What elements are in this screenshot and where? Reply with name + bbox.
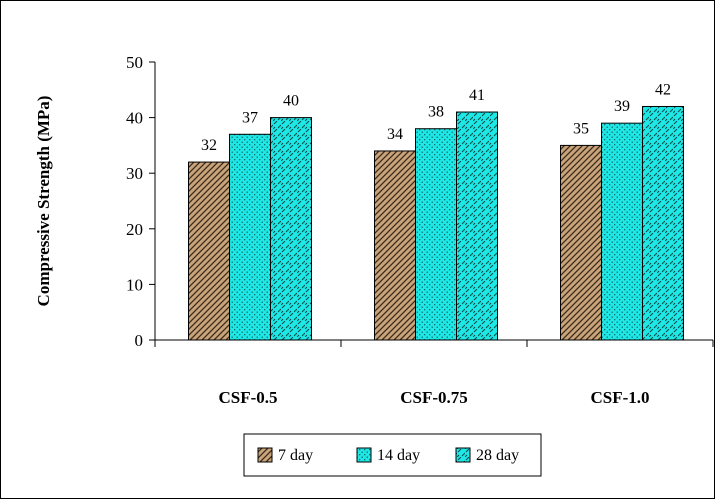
y-tick-label: 20 <box>126 220 143 239</box>
bar-7-day-csf-0-75 <box>374 150 416 341</box>
category-label: CSF-0.75 <box>400 388 468 407</box>
bar-28-day-csf-0-5 <box>270 117 312 341</box>
y-tick-label: 30 <box>126 164 143 183</box>
bar-14-day-csf-0-75 <box>415 128 457 341</box>
category-label: CSF-0.5 <box>218 388 277 407</box>
y-tick-label: 40 <box>126 109 143 128</box>
y-tick-label: 0 <box>135 331 144 350</box>
bar-28-day-csf-0-75 <box>456 111 498 341</box>
category-label: CSF-1.0 <box>590 388 649 407</box>
legend-swatch-14day <box>356 447 372 463</box>
legend-swatch-7day <box>257 447 273 463</box>
bar-28-day-csf-1-0 <box>642 105 684 341</box>
data-label: 40 <box>283 93 299 110</box>
y-tick-label: 50 <box>126 53 143 72</box>
data-label: 41 <box>469 87 485 104</box>
data-label: 34 <box>387 126 403 143</box>
bar-7-day-csf-0-5 <box>188 161 230 341</box>
data-label: 35 <box>573 120 589 137</box>
legend: 7 day 14 day 28 day <box>243 433 542 477</box>
data-label: 32 <box>201 137 217 154</box>
legend-label-7day: 7 day <box>278 447 313 464</box>
legend-swatch-28day <box>455 447 471 463</box>
bar-14-day-csf-1-0 <box>601 122 643 341</box>
legend-label-14day: 14 day <box>377 447 420 464</box>
legend-box <box>243 433 542 477</box>
y-tick-label: 10 <box>126 275 143 294</box>
data-label: 38 <box>428 104 444 121</box>
legend-label-28day: 28 day <box>476 447 519 464</box>
data-label: 42 <box>655 81 671 98</box>
data-label: 37 <box>242 109 258 126</box>
y-axis-label: Compressive Strength (MPa) <box>34 96 53 307</box>
bar-7-day-csf-1-0 <box>560 144 602 341</box>
plot-area: 0 10 20 30 40 50 32 37 40 CSF-0.5 34 38 41 CSF-0.75 35… <box>126 53 714 407</box>
bar-14-day-csf-0-5 <box>229 133 271 341</box>
data-label: 39 <box>614 98 630 115</box>
